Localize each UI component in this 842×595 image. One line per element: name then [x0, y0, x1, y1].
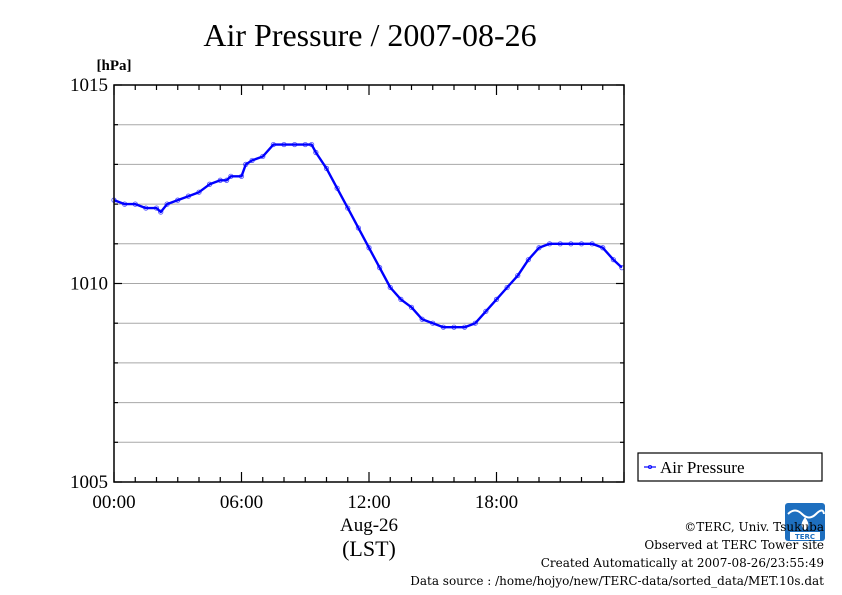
data-point — [547, 241, 553, 247]
data-point — [345, 205, 351, 211]
data-point — [525, 257, 531, 263]
data-point — [185, 193, 191, 199]
data-point — [153, 205, 160, 211]
x-tick-label: 18:00 — [475, 492, 518, 513]
y-tick-label: 1015 — [70, 75, 108, 96]
data-point — [323, 165, 330, 171]
data-point — [228, 173, 234, 179]
data-point — [483, 308, 489, 314]
legend-label-air-pressure: Air Pressure — [660, 458, 745, 477]
data-point — [334, 185, 340, 191]
data-point — [207, 181, 213, 187]
data-point — [313, 149, 319, 156]
y-axis-unit: [hPa] — [97, 58, 132, 74]
data-point — [578, 241, 585, 247]
data-point — [158, 209, 164, 215]
data-point — [238, 173, 245, 179]
data-point — [132, 201, 138, 207]
data-point — [451, 324, 457, 330]
data-point — [408, 304, 415, 310]
data-point — [472, 320, 478, 326]
data-point — [281, 141, 287, 148]
y-axis: 1005 1010 1015 — [70, 75, 624, 493]
data-point — [270, 141, 276, 148]
data-point — [377, 265, 383, 271]
data-point — [224, 177, 230, 183]
data-point — [568, 241, 574, 247]
data-point — [366, 245, 372, 251]
data-point — [504, 284, 510, 291]
data-point — [217, 177, 223, 183]
data-point — [302, 141, 308, 148]
data-point — [249, 157, 255, 164]
data-point — [462, 324, 468, 330]
footer-copyright: ©TERC, Univ. Tsukuba — [684, 520, 824, 534]
terc-logo: TERC — [785, 503, 825, 541]
series-line-air-pressure — [113, 143, 623, 329]
legend-swatch-marker — [648, 464, 653, 469]
y-tick-label: 1010 — [70, 274, 108, 295]
data-point — [355, 225, 361, 231]
data-point — [164, 201, 170, 207]
data-point — [243, 161, 249, 167]
data-point — [292, 141, 298, 148]
grid-lines — [114, 124, 624, 443]
data-point — [175, 197, 181, 203]
data-point — [536, 245, 542, 251]
footer-source: Data source : /home/hojyo/new/TERC-data/… — [410, 574, 824, 588]
x-tick-label: 06:00 — [220, 492, 263, 513]
data-point — [260, 153, 266, 160]
data-point — [196, 189, 202, 195]
x-axis: 00:00 06:00 12:00 18:00 — [92, 85, 625, 513]
data-point — [493, 296, 500, 302]
plot-series — [111, 141, 625, 330]
data-point — [419, 316, 425, 322]
data-point — [387, 284, 393, 291]
footer-created: Created Automatically at 2007-08-26/23:5… — [540, 556, 824, 570]
x-tick-label: 12:00 — [347, 492, 390, 513]
data-point — [122, 201, 128, 207]
data-point — [557, 241, 563, 247]
data-point — [610, 257, 616, 263]
legend: Air Pressure — [637, 452, 823, 482]
terc-logo-text: TERC — [795, 533, 815, 541]
data-point — [600, 245, 606, 251]
y-tick-label: 1005 — [70, 472, 108, 493]
x-tick-label: 00:00 — [92, 492, 135, 513]
chart-title: Air Pressure / 2007-08-26 — [203, 17, 536, 53]
legend-box — [637, 452, 823, 482]
x-axis-label-lst: (LST) — [342, 536, 396, 561]
data-point — [440, 324, 446, 330]
data-point — [309, 141, 315, 148]
data-point — [143, 205, 149, 211]
data-point — [589, 241, 595, 247]
footer-observed: Observed at TERC Tower site — [644, 538, 824, 552]
x-axis-label: Aug-26 — [340, 515, 398, 536]
data-point — [515, 272, 521, 279]
data-point — [430, 320, 436, 326]
data-point — [398, 296, 404, 302]
